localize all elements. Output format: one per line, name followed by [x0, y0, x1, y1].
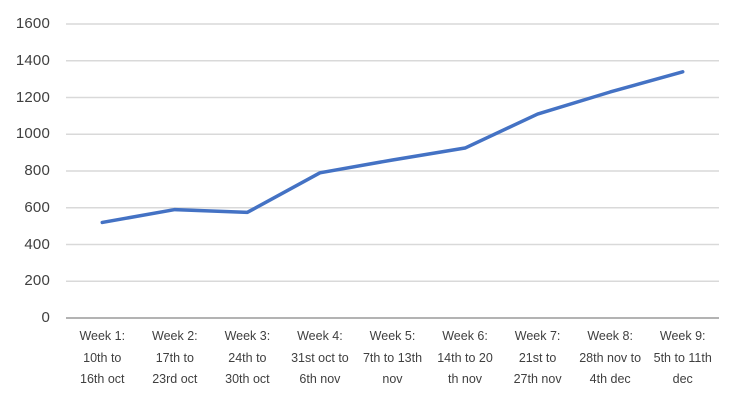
x-axis-category-label: Week 7: 21st to 27th nov	[513, 329, 562, 386]
x-axis-category-label: Week 3: 24th to 30th oct	[224, 329, 271, 386]
y-axis-tick-label: 0	[41, 309, 50, 326]
y-axis-tick-label: 600	[24, 198, 50, 216]
x-axis-category-label: Week 2: 17th to 23rd oct	[152, 329, 198, 386]
y-axis-tick-label: 400	[24, 235, 50, 253]
x-axis-category-label: Week 9: 5th to 11th dec	[653, 329, 712, 386]
data-series-line	[100, 70, 685, 225]
y-axis-tick-label: 1200	[15, 88, 50, 106]
x-axis-category-label: Week 6: 14th to 20 th nov	[437, 329, 493, 386]
y-axis-tick-label: 200	[24, 272, 50, 290]
x-axis-category-label: Week 8: 28th nov to 4th dec	[579, 329, 642, 386]
y-axis-tick-label: 1000	[15, 125, 50, 143]
y-axis-tick-label: 800	[24, 162, 50, 179]
y-axis-tick-label: 1400	[15, 51, 50, 69]
x-axis-category-label: Week 5: 7th to 13th nov	[362, 329, 423, 386]
y-axis-tick-label: 1600	[15, 15, 50, 32]
x-axis-category-label: Week 1: 10th to 16th oct	[79, 329, 126, 386]
x-axis-category-label: Week 4: 31st oct to 6th nov	[291, 329, 349, 386]
